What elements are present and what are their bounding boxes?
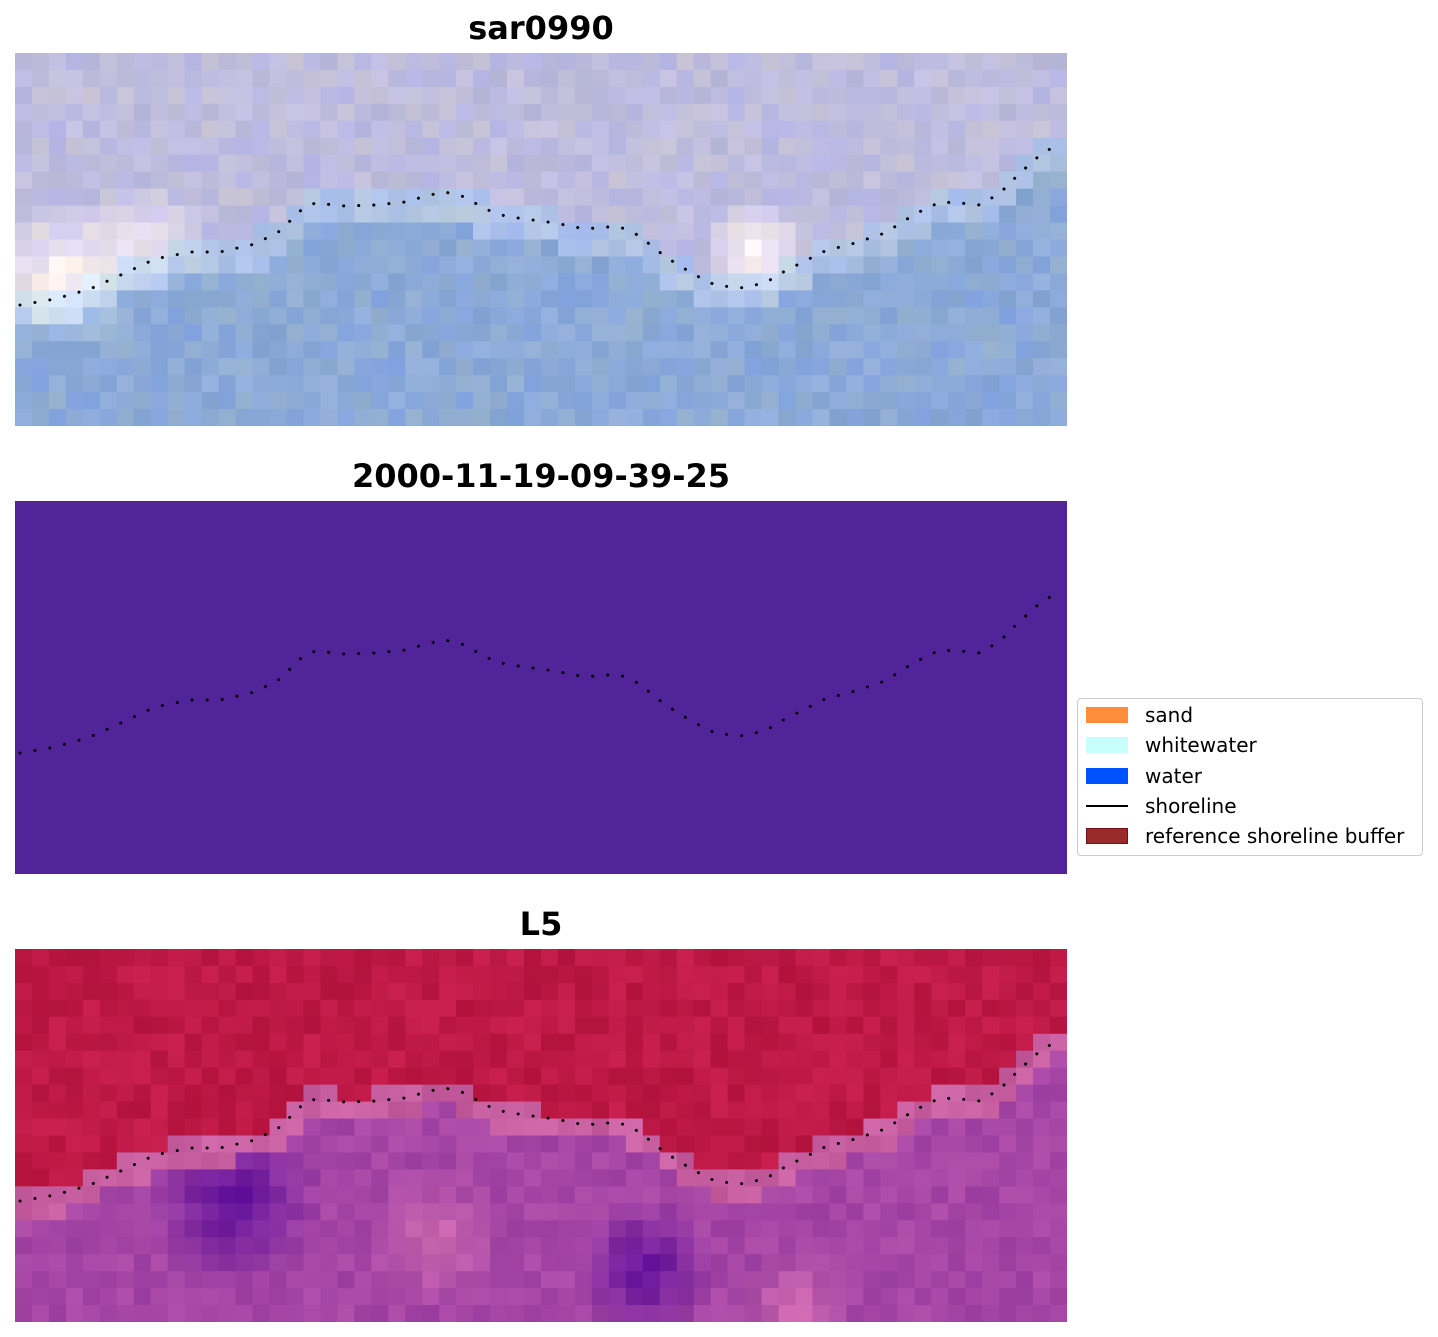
classified-fill xyxy=(15,501,1067,874)
legend-label-reference-buffer: reference shoreline buffer xyxy=(1145,824,1405,848)
sand-swatch xyxy=(1086,707,1128,723)
image-panel-3 xyxy=(15,949,1067,1322)
panel-title-3: L5 xyxy=(519,905,563,943)
raster-pixels xyxy=(15,53,1067,426)
image-canvas-3 xyxy=(15,949,1067,1322)
panel-title-1: sar0990 xyxy=(468,9,614,47)
legend-item-shoreline: shoreline xyxy=(1086,794,1237,818)
legend-item-whitewater: whitewater xyxy=(1086,733,1257,757)
raster-pixels xyxy=(15,949,1067,1322)
legend-label-water: water xyxy=(1145,764,1202,788)
legend-label-sand: sand xyxy=(1145,703,1194,727)
legend-item-water: water xyxy=(1086,764,1202,788)
whitewater-swatch xyxy=(1086,737,1128,753)
image-canvas-2 xyxy=(15,501,1067,874)
image-canvas-1 xyxy=(15,53,1067,426)
legend-item-reference-buffer: reference shoreline buffer xyxy=(1086,824,1404,848)
shoreline-line-swatch xyxy=(1086,805,1128,807)
image-panel-2 xyxy=(15,501,1067,874)
legend-item-sand: sand xyxy=(1086,703,1193,727)
legend-label-shoreline: shoreline xyxy=(1145,794,1237,818)
image-panel-1 xyxy=(15,53,1067,426)
reference-buffer-swatch xyxy=(1086,828,1128,844)
legend: sand whitewater water shoreline referenc… xyxy=(1077,698,1423,856)
panel-title-2: 2000-11-19-09-39-25 xyxy=(351,457,731,495)
water-swatch xyxy=(1086,768,1128,784)
legend-label-whitewater: whitewater xyxy=(1145,733,1257,757)
